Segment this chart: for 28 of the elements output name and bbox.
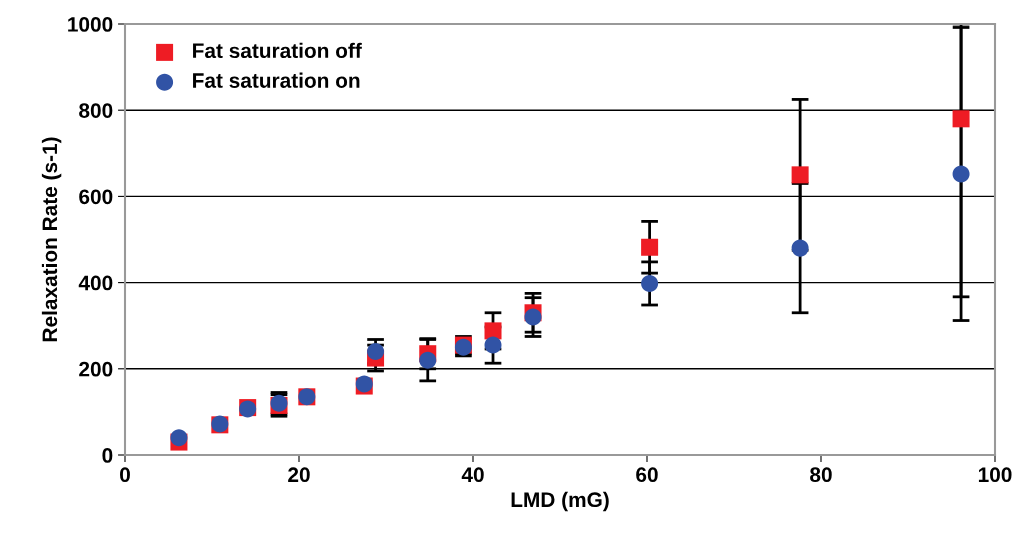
point — [641, 274, 659, 292]
point — [952, 165, 970, 183]
x-axis-title: LMD (mG) — [511, 491, 609, 512]
point — [484, 322, 502, 340]
point — [791, 166, 809, 184]
legend-label: Fat saturation on — [193, 72, 360, 88]
point — [484, 336, 502, 354]
x-tick-label: 20 — [288, 467, 310, 483]
point — [170, 429, 188, 447]
point — [952, 110, 970, 128]
y-tick-label: 800 — [79, 103, 113, 118]
x-tick-label: 0 — [120, 467, 130, 483]
x-tick-label: 100 — [978, 467, 1012, 483]
y-axis-title: Relaxation Rate (s-1) — [41, 137, 62, 342]
y-tick-label: 200 — [79, 361, 113, 377]
legend-label: Fat saturation off — [193, 42, 362, 59]
x-tick-label: 80 — [810, 467, 832, 483]
y-tick-label: 400 — [78, 275, 113, 291]
point — [419, 351, 437, 369]
x-tick-label: 40 — [461, 467, 484, 483]
y-tick-label: 0 — [102, 448, 113, 463]
x-tick-label: 60 — [636, 467, 658, 483]
y-tick-label: 600 — [79, 189, 113, 205]
point — [641, 238, 659, 256]
point — [791, 239, 809, 257]
point — [367, 343, 385, 361]
point — [524, 308, 542, 326]
y-tick-label: 1000 — [68, 17, 113, 32]
